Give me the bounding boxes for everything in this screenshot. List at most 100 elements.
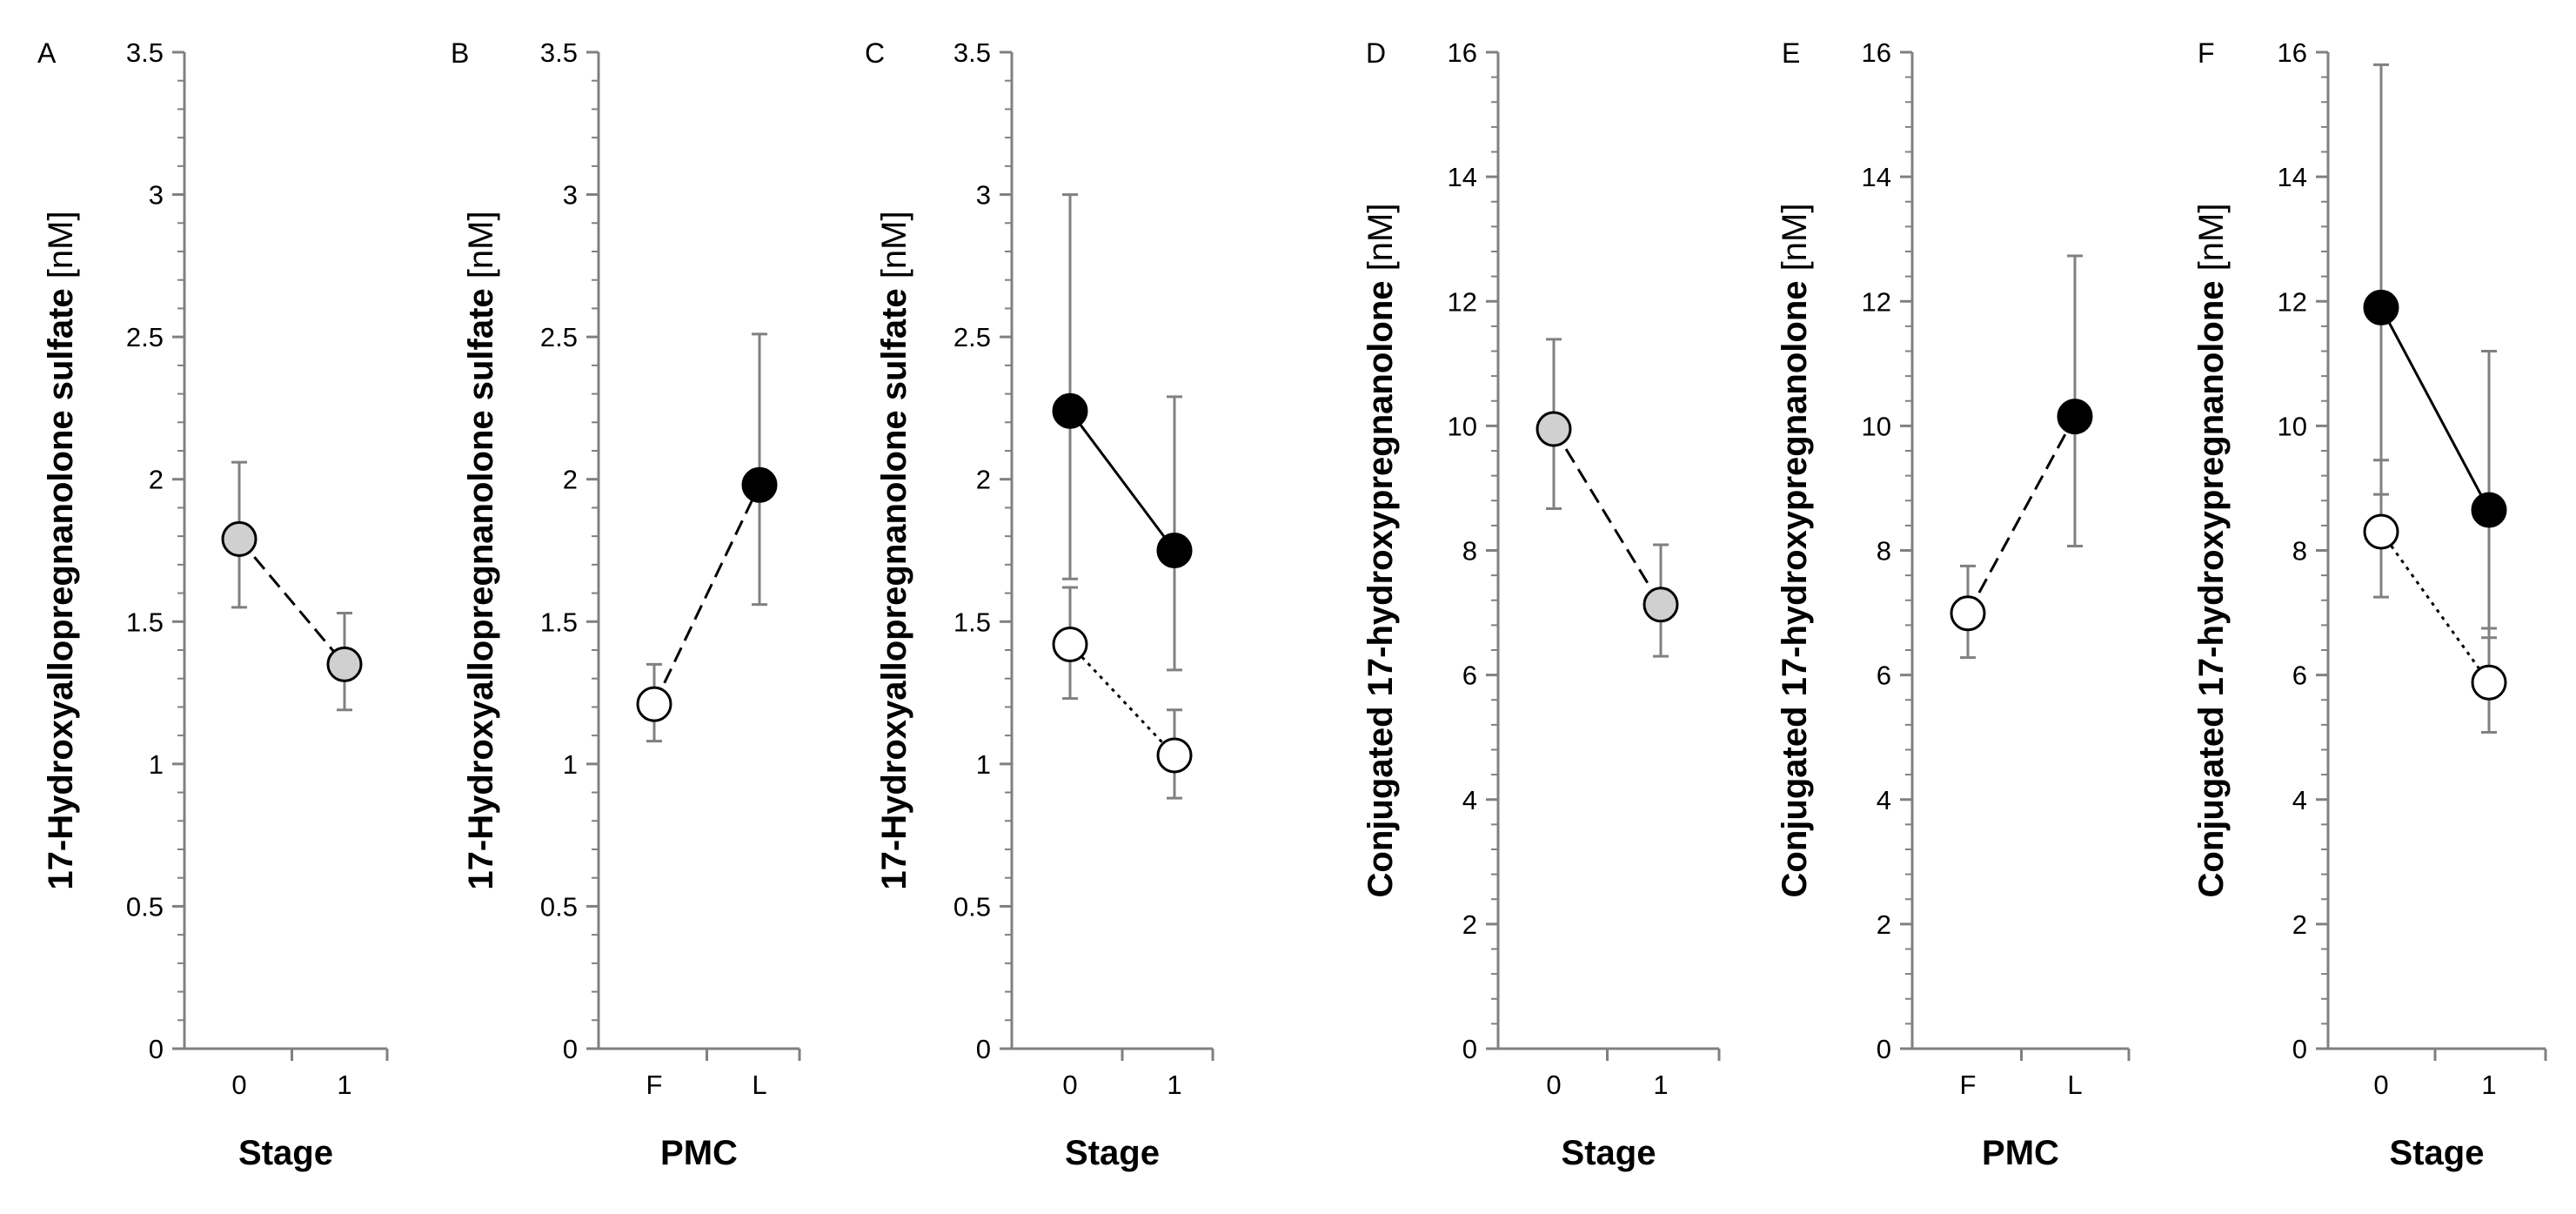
y-tick-label: 2 xyxy=(976,465,991,495)
panel-c: C 0 0.5 1 1.5 2 2.5 3 3.5 0 1 Stage 17-Hydroxyallopr… xyxy=(865,37,1214,1172)
data-point xyxy=(2363,513,2399,550)
y-tick-label: 0 xyxy=(149,1034,164,1064)
x-tick-label: 0 xyxy=(2373,1070,2388,1100)
y-axis-label-space xyxy=(42,278,80,288)
y-tick-label: 10 xyxy=(1448,411,1477,441)
panel-letter: B xyxy=(451,37,469,69)
x-tick-label: F xyxy=(1960,1070,1977,1100)
series-f xyxy=(1052,586,1193,800)
data-point xyxy=(221,520,258,557)
y-tick-label: 0.5 xyxy=(540,891,578,922)
panel-letter: F xyxy=(2198,37,2215,69)
data-point xyxy=(2471,664,2507,701)
data-point xyxy=(2057,399,2093,435)
y-tick-label: 1 xyxy=(976,749,991,780)
y-tick-label: 0 xyxy=(1877,1034,1891,1064)
y-axis-label-space xyxy=(875,278,913,288)
data-point xyxy=(1052,626,1088,662)
series-line xyxy=(1966,415,2077,614)
y-tick-label: 0 xyxy=(563,1034,578,1064)
y-tick-label: 8 xyxy=(2292,536,2307,567)
y-tick-label: 16 xyxy=(1862,37,1891,68)
y-axis-label-text: 17-Hydroxyallopregnanolone sulfate xyxy=(462,288,500,889)
y-axis-label: Conjugated 17-hydroxypregnanolone [nM] xyxy=(1776,204,1814,898)
y-tick-label: 12 xyxy=(2278,286,2307,317)
series-all xyxy=(1536,338,1679,658)
y-tick-label: 0.5 xyxy=(953,891,991,922)
panel-a: A 0 0.5 1 1.5 2 2.5 3 3.5 0 1 Stage 17-Hydroxyallopr… xyxy=(37,37,389,1172)
y-tick-label: 2 xyxy=(563,465,578,495)
series-all xyxy=(1950,254,2093,660)
x-tick-label: 0 xyxy=(231,1070,246,1100)
x-tick-label: 0 xyxy=(1062,1070,1077,1100)
y-axis-label: Conjugated 17-hydroxypregnanolone [nM] xyxy=(2192,204,2231,898)
data-point xyxy=(636,686,672,722)
x-tick-label: 0 xyxy=(1546,1070,1561,1100)
y-axis-label-space xyxy=(462,278,500,288)
y-tick-label: 1.5 xyxy=(126,607,164,637)
x-tick-label: 1 xyxy=(337,1070,351,1100)
y-tick-label: 2.5 xyxy=(126,322,164,352)
y-tick-label: 4 xyxy=(1462,785,1477,815)
y-tick-label: 2.5 xyxy=(540,322,578,352)
y-axis-label: 17-Hydroxyallopregnanolone sulfate [nM] xyxy=(875,211,913,889)
x-tick-label: 1 xyxy=(2481,1070,2496,1100)
panel-f: F 0 2 4 6 8 10 12 14 16 0 1 Stage Conjugated 17-hydro… xyxy=(2192,37,2547,1172)
y-axis-label-space xyxy=(1776,271,1814,280)
x-tick-label: L xyxy=(752,1070,766,1100)
y-tick-label: 0.5 xyxy=(126,891,164,922)
y-tick-label: 3 xyxy=(149,180,164,211)
y-axis-label-space xyxy=(2192,271,2231,280)
y-axis-label-text: Conjugated 17-hydroxypregnanolone xyxy=(1776,280,1814,897)
y-axis-label-text: Conjugated 17-hydroxypregnanolone xyxy=(2192,280,2231,897)
y-tick-label: 1 xyxy=(149,749,164,780)
series-all xyxy=(636,332,778,743)
data-point xyxy=(741,466,778,503)
x-axis-label: Stage xyxy=(238,1134,333,1172)
series-all xyxy=(221,460,363,712)
y-tick-label: 1.5 xyxy=(540,607,578,637)
series-line xyxy=(1552,428,1663,606)
y-tick-label: 2 xyxy=(2292,909,2307,940)
y-axis-label-unit: [nM] xyxy=(462,211,500,278)
y-tick-label: 3 xyxy=(976,180,991,211)
y-axis-label: 17-Hydroxyallopregnanolone sulfate [nM] xyxy=(42,211,80,889)
y-axis-label-space xyxy=(1362,271,1400,280)
y-tick-label: 0 xyxy=(2292,1034,2307,1064)
y-tick-label: 0 xyxy=(976,1034,991,1064)
y-tick-label: 12 xyxy=(1448,286,1477,317)
data-point xyxy=(2471,492,2507,528)
panel-letter: D xyxy=(1366,37,1386,69)
x-tick-label: 1 xyxy=(1653,1070,1668,1100)
series-line xyxy=(2379,531,2491,684)
y-tick-label: 2.5 xyxy=(953,322,991,352)
x-tick-label: 1 xyxy=(1167,1070,1181,1100)
y-axis-label: 17-Hydroxyallopregnanolone sulfate [nM] xyxy=(462,211,500,889)
y-axis-label-text: 17-Hydroxyallopregnanolone sulfate xyxy=(875,288,913,889)
x-axis-label: Stage xyxy=(1065,1134,1160,1172)
y-tick-label: 4 xyxy=(1877,785,1891,815)
y-tick-label: 6 xyxy=(1462,661,1477,691)
x-tick-label: L xyxy=(2067,1070,2082,1100)
y-axis-label-unit: [nM] xyxy=(1776,204,1814,272)
panel-e: E 0 2 4 6 8 10 12 14 16 F L PMC Conjugated 17-hydroxy… xyxy=(1776,37,2131,1172)
series-line xyxy=(2379,306,2491,511)
y-tick-label: 12 xyxy=(1862,286,1891,317)
panel-d: D 0 2 4 6 8 10 12 14 16 0 1 Stage Conjugated 17-hydro… xyxy=(1362,37,1721,1172)
y-axis-label-unit: [nM] xyxy=(2192,204,2231,272)
y-tick-label: 14 xyxy=(2278,162,2307,192)
data-point xyxy=(1643,587,1679,623)
series-line xyxy=(1068,643,1176,757)
panel-letter: C xyxy=(865,37,885,69)
series-f xyxy=(2363,459,2507,734)
y-axis-label-text: Conjugated 17-hydroxypregnanolone xyxy=(1362,280,1400,897)
y-tick-label: 3.5 xyxy=(540,37,578,68)
y-tick-label: 2 xyxy=(149,465,164,495)
y-tick-label: 2 xyxy=(1462,909,1477,940)
series-l xyxy=(1052,193,1193,672)
y-tick-label: 4 xyxy=(2292,785,2307,815)
y-axis-label-unit: [nM] xyxy=(875,211,913,278)
data-point xyxy=(1052,392,1088,429)
y-tick-label: 0 xyxy=(1462,1034,1477,1064)
series-l xyxy=(2363,63,2507,640)
